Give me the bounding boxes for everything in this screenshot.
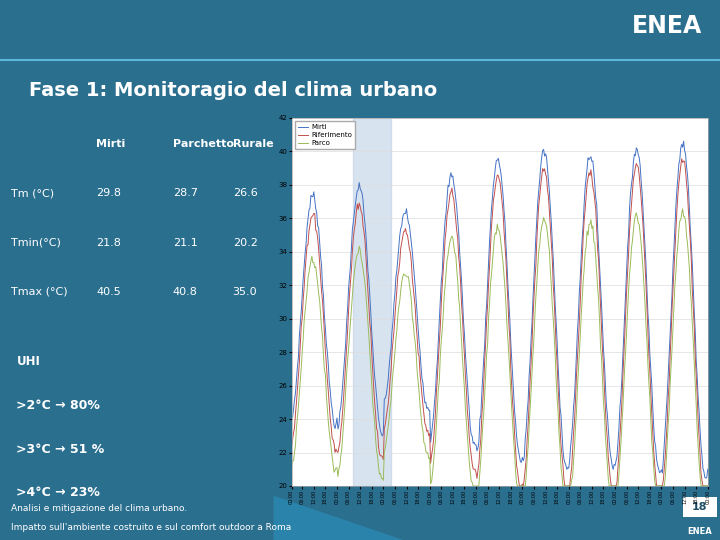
Riferimento (618, 400, 626, 407)
Text: 40.5: 40.5 (96, 287, 121, 297)
Mirti (669, 263, 678, 269)
Riferimento (609, 483, 618, 489)
Mirti (576, 274, 585, 280)
Text: Mirti: Mirti (96, 139, 125, 149)
Text: 20.2: 20.2 (233, 238, 258, 247)
Riferimento (703, 483, 712, 489)
Text: Parchetto: Parchetto (173, 139, 234, 149)
Line: Parco: Parco (292, 209, 708, 486)
Text: >3°C → 51 %: >3°C → 51 % (17, 443, 104, 456)
Mirti (319, 292, 328, 299)
Parco (609, 483, 618, 489)
FancyBboxPatch shape (683, 497, 717, 517)
Riferimento (577, 271, 585, 278)
Riferimento (319, 312, 328, 319)
Mirti (608, 463, 616, 469)
Legend: Mirti, Riferimento, Parco: Mirti, Riferimento, Parco (295, 121, 355, 149)
Parco (530, 334, 539, 341)
Mirti (287, 414, 296, 420)
Polygon shape (274, 496, 403, 540)
Parco (670, 302, 678, 309)
Riferimento (530, 294, 539, 300)
Mirti (616, 394, 625, 401)
Text: 35.0: 35.0 (233, 287, 257, 297)
Bar (354, 118, 391, 486)
Text: UHI: UHI (17, 355, 40, 368)
Text: 18: 18 (692, 502, 708, 512)
Mirti (701, 475, 710, 481)
Parco (577, 312, 585, 318)
Text: Fase 1: Monitoragio del clima urbano: Fase 1: Monitoragio del clima urbano (29, 80, 437, 100)
Text: Analisi e mitigazione del clima urbano.: Analisi e mitigazione del clima urbano. (11, 504, 187, 512)
Mirti (528, 295, 537, 301)
Text: Rurale: Rurale (233, 139, 274, 149)
Text: Tmax (°C): Tmax (°C) (11, 287, 68, 297)
Riferimento (670, 267, 678, 273)
Text: 40.8: 40.8 (173, 287, 198, 297)
Text: >2°C → 80%: >2°C → 80% (17, 399, 100, 412)
Text: 21.1: 21.1 (173, 238, 198, 247)
Text: 21.8: 21.8 (96, 238, 121, 247)
Mirti (703, 466, 712, 472)
Riferimento (678, 156, 686, 162)
Text: Tm (°C): Tm (°C) (11, 188, 54, 198)
Text: 28.7: 28.7 (173, 188, 198, 198)
Text: ENEA: ENEA (631, 14, 702, 38)
Parco (703, 483, 712, 489)
Line: Mirti: Mirti (292, 141, 708, 478)
Parco (618, 423, 626, 429)
Parco (319, 353, 328, 359)
Mirti (679, 138, 688, 144)
Parco (287, 464, 296, 471)
Text: Impatto sull'ambiente costruito e sul comfort outdoor a Roma: Impatto sull'ambiente costruito e sul co… (11, 523, 291, 532)
Line: Riferimento: Riferimento (292, 159, 708, 486)
Parco (469, 483, 477, 489)
Text: >4°C → 23%: >4°C → 23% (17, 486, 100, 499)
Text: ENEA: ENEA (688, 526, 712, 536)
Text: Tmin(°C): Tmin(°C) (11, 238, 60, 247)
Text: 26.6: 26.6 (233, 188, 257, 198)
Riferimento (515, 483, 523, 489)
Parco (678, 206, 687, 212)
Text: 29.8: 29.8 (96, 188, 121, 198)
Riferimento (287, 443, 296, 450)
